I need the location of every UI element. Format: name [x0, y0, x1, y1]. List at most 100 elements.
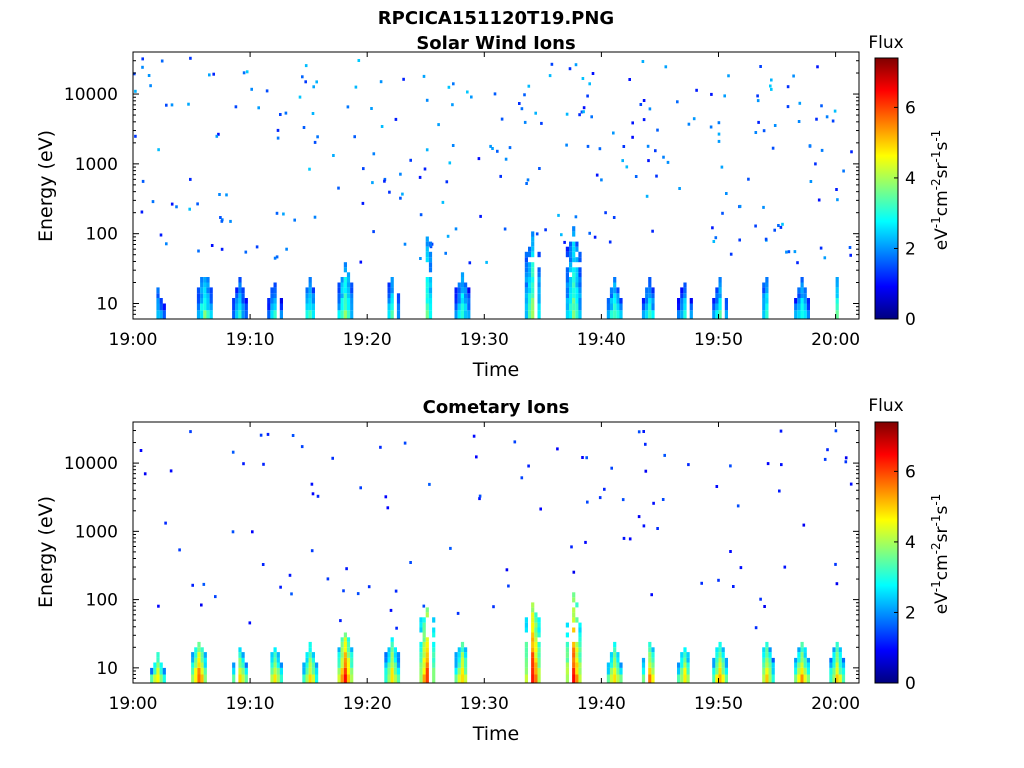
background-point: [279, 585, 282, 589]
flux-cell: [528, 251, 532, 258]
background-point: [534, 111, 537, 115]
flux-cell: [838, 674, 842, 683]
flux-cell: [683, 287, 687, 294]
flux-cell: [572, 246, 576, 252]
flux-cell: [206, 277, 210, 283]
flux-cell: [572, 257, 576, 263]
flux-cell: [578, 662, 582, 668]
x-axis-label-solar-wind: Time: [472, 359, 520, 381]
flux-cell: [460, 282, 465, 288]
flux-cell: [156, 667, 160, 675]
flux-cell: [200, 667, 204, 675]
flux-cell: [569, 241, 573, 247]
flux-cell: [308, 667, 312, 675]
flux-cell: [578, 667, 582, 675]
background-point: [403, 242, 407, 246]
background-point: [470, 95, 473, 99]
flux-cell: [712, 667, 716, 675]
background-point: [650, 593, 653, 597]
flux-cell: [241, 287, 245, 294]
background-point: [535, 232, 539, 236]
heatmap-cells-cometary: [139, 429, 853, 683]
flux-cell: [454, 293, 458, 298]
background-point: [581, 77, 585, 80]
flux-cell: [425, 298, 429, 304]
background-point: [157, 604, 160, 608]
flux-cell: [350, 287, 354, 294]
flux-cell: [337, 293, 341, 298]
y-tick-label: 100: [86, 591, 118, 611]
background-point: [164, 521, 167, 525]
flux-cell: [609, 662, 614, 668]
flux-cell: [343, 262, 347, 268]
flux-cell: [721, 674, 725, 683]
flux-cell: [534, 652, 538, 658]
flux-cell: [715, 310, 719, 319]
flux-cell: [578, 637, 582, 642]
flux-cell: [565, 641, 569, 648]
background-point: [646, 144, 650, 148]
flux-cell: [835, 647, 839, 653]
background-point: [384, 495, 388, 499]
background-point: [622, 145, 626, 148]
flux-cell: [422, 617, 426, 623]
flux-cell: [270, 667, 274, 675]
background-point: [520, 476, 524, 480]
background-point: [367, 585, 371, 589]
flux-cell: [537, 632, 541, 638]
background-point: [291, 434, 295, 437]
background-point: [644, 442, 647, 446]
flux-cell: [680, 674, 684, 683]
background-point: [242, 462, 245, 466]
flux-cell: [572, 674, 576, 683]
flux-cell: [841, 657, 846, 663]
flux-cell: [156, 662, 160, 668]
flux-cell: [803, 310, 807, 319]
background-point: [641, 60, 645, 63]
flux-cell: [454, 667, 458, 675]
background-point: [326, 577, 330, 581]
flux-cell: [524, 647, 528, 653]
background-point: [757, 120, 760, 124]
background-point: [625, 165, 629, 169]
flux-cell: [422, 637, 426, 642]
flux-cell: [689, 298, 693, 304]
background-point: [792, 74, 795, 78]
flux-cell: [197, 667, 201, 675]
flux-cell: [575, 298, 579, 304]
flux-cell: [683, 667, 687, 675]
background-point: [371, 181, 374, 185]
flux-cell: [432, 667, 436, 675]
background-point: [290, 592, 293, 596]
background-point: [655, 174, 658, 178]
background-point: [604, 211, 607, 215]
flux-cell: [800, 298, 804, 304]
flux-cell: [457, 674, 461, 683]
flux-cell: [343, 277, 347, 283]
flux-cell: [203, 674, 207, 683]
flux-cell: [209, 287, 213, 294]
flux-cell: [340, 303, 344, 311]
flux-cell: [575, 272, 579, 277]
flux-cell: [311, 298, 315, 304]
background-point: [723, 94, 726, 98]
flux-cell: [606, 662, 610, 668]
flux-cell: [393, 662, 397, 668]
flux-cell: [613, 298, 617, 304]
flux-cell: [835, 657, 839, 663]
flux-cell: [454, 310, 458, 319]
flux-cell: [531, 272, 535, 277]
background-point: [557, 213, 560, 217]
flux-cell: [565, 662, 569, 668]
background-point: [279, 113, 282, 116]
background-point: [388, 190, 391, 194]
background-point: [141, 179, 145, 183]
flux-cell: [393, 667, 397, 675]
flux-cell: [724, 657, 728, 663]
background-point: [770, 87, 773, 91]
flux-cell: [572, 293, 576, 298]
flux-cell: [343, 667, 347, 675]
flux-cell: [311, 662, 315, 668]
flux-cell: [797, 647, 801, 653]
flux-cell: [680, 652, 684, 658]
